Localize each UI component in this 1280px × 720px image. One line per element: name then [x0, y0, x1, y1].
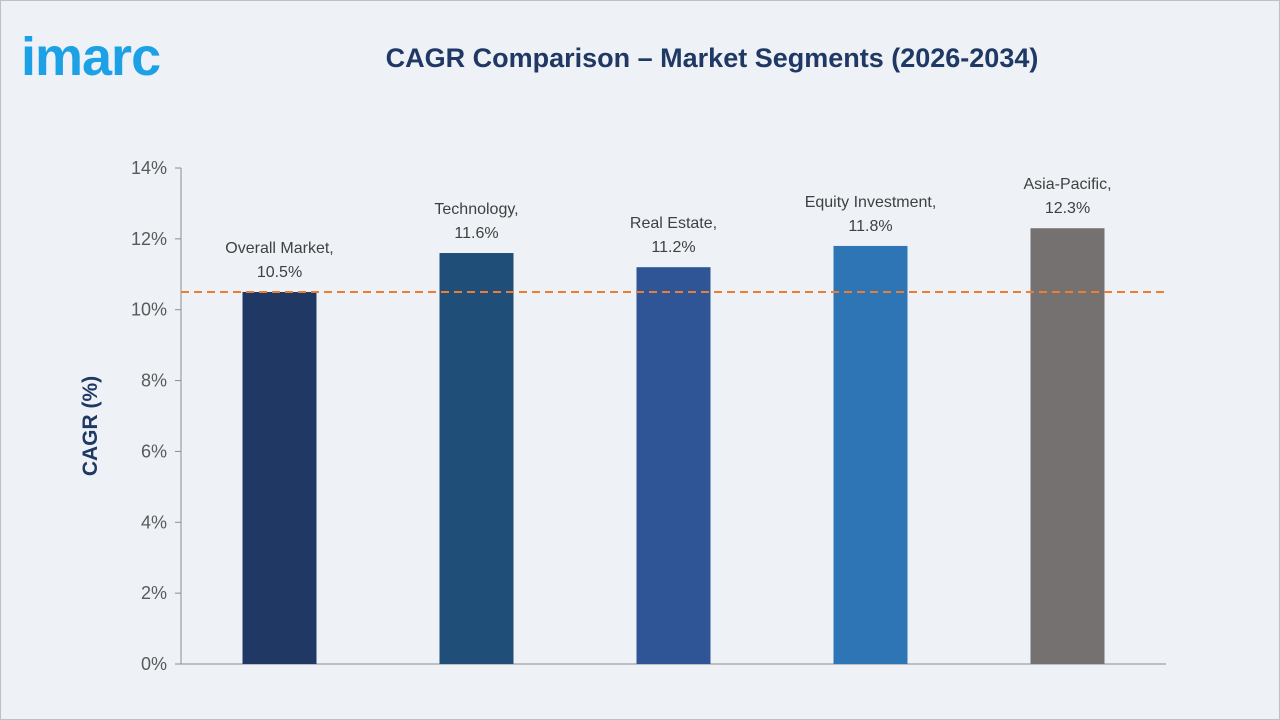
y-tick-label-7: 14% [131, 158, 167, 178]
data-label-name-3: Equity Investment, [805, 194, 937, 211]
y-tick-label-4: 8% [141, 371, 167, 391]
bar-3 [833, 245, 908, 664]
data-label-name-4: Asia-Pacific, [1023, 176, 1111, 193]
chart-title: CAGR Comparison – Market Segments (2026-… [385, 43, 1039, 73]
data-label-value-4: 12.3% [1045, 200, 1090, 217]
y-axis-title: CAGR (%) [79, 376, 102, 476]
data-label-name-2: Real Estate, [630, 215, 717, 232]
y-tick-label-2: 4% [141, 512, 167, 532]
data-label-value-2: 11.2% [651, 239, 695, 256]
data-label-name-0: Overall Market, [225, 240, 333, 257]
bar-1 [439, 253, 514, 664]
imarc-logo: imarc [21, 31, 161, 81]
bar-0 [242, 292, 317, 664]
y-tick-label-0: 0% [141, 654, 167, 674]
bar-2 [636, 267, 711, 664]
y-tick-label-1: 2% [141, 583, 167, 603]
y-tick-label-6: 12% [131, 229, 167, 249]
data-label-value-0: 10.5% [257, 264, 302, 281]
y-tick-label-3: 6% [141, 441, 167, 461]
logo-text: imarc [21, 31, 160, 81]
y-tick-label-5: 10% [131, 300, 167, 320]
bar-4 [1030, 228, 1105, 664]
data-label-value-1: 11.6% [454, 225, 498, 242]
data-label-value-3: 11.8% [848, 218, 892, 235]
data-label-name-1: Technology, [434, 201, 518, 218]
